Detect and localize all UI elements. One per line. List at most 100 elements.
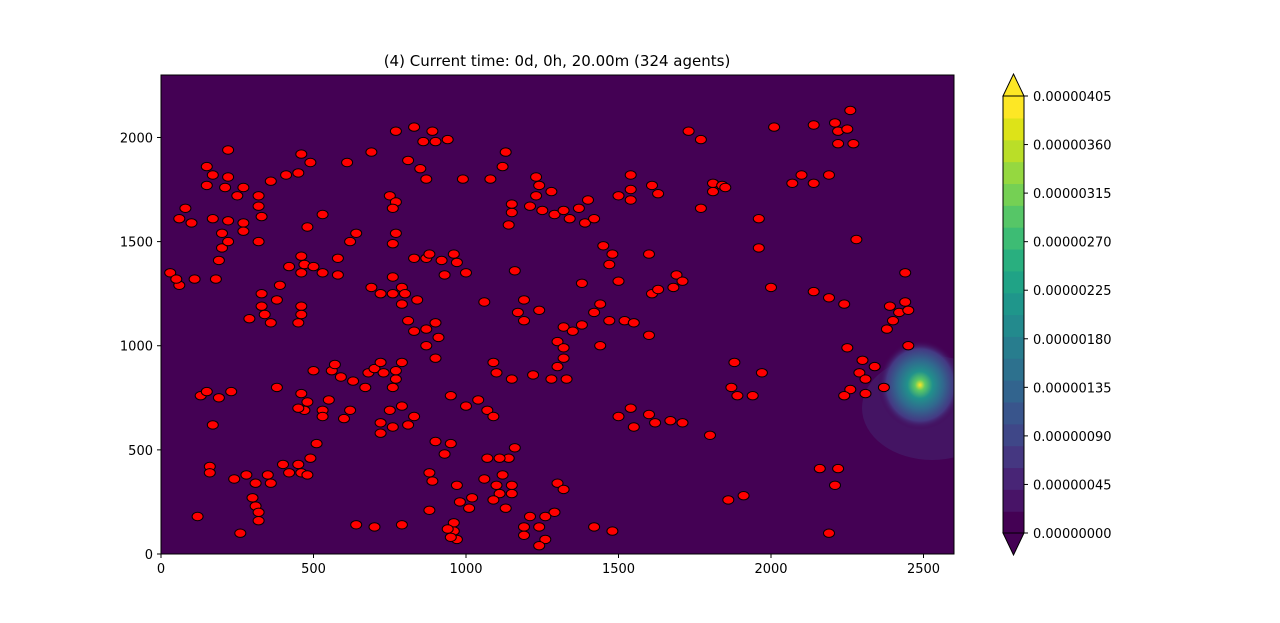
agent-point	[481, 405, 494, 415]
agent-point	[499, 147, 512, 157]
agent-point	[499, 503, 512, 513]
agent-point	[377, 368, 390, 378]
agent-point	[295, 301, 308, 311]
agent-point	[426, 126, 439, 136]
agent-point	[627, 422, 640, 432]
agent-point	[545, 374, 558, 384]
colorbar-tick-label: 0.00000090	[1033, 430, 1112, 445]
agent-point	[222, 145, 235, 155]
agent-point	[694, 203, 707, 214]
agent-point	[264, 478, 277, 488]
agent-point	[225, 386, 238, 397]
colorbar-band	[1003, 139, 1024, 163]
agent-point	[237, 226, 250, 236]
agent-point	[307, 261, 320, 272]
agent-point	[786, 178, 799, 189]
y-axis: 0 500 1000 1500 2000	[120, 131, 161, 563]
plot-frame	[160, 74, 955, 555]
agent-point	[899, 268, 912, 278]
agent-point	[222, 236, 235, 247]
colorbar-band	[1003, 248, 1024, 272]
agent-point	[231, 191, 244, 201]
y-tick-label: 2000	[120, 131, 153, 146]
agent-point	[868, 361, 881, 372]
colorbar-tick-label: 0.00000270	[1033, 236, 1112, 251]
agent-point	[216, 228, 228, 239]
agent-point	[386, 203, 399, 214]
agent-point	[258, 309, 271, 320]
agent-point	[402, 316, 415, 326]
agent-point	[359, 382, 372, 393]
agent-point	[206, 214, 219, 224]
agent-point	[301, 222, 314, 232]
agent-point	[395, 357, 408, 368]
agent-point	[481, 453, 494, 463]
agent-point	[441, 524, 454, 534]
agent-point	[829, 480, 841, 490]
agent-point	[530, 172, 543, 182]
agent-point	[829, 118, 841, 128]
agent-point	[414, 164, 427, 174]
agent-point	[530, 191, 543, 201]
agent-point	[374, 289, 387, 299]
agent-point	[420, 324, 433, 334]
agent-point	[429, 318, 442, 328]
agent-point	[859, 374, 872, 384]
agent-point	[533, 541, 546, 551]
agent-point	[264, 318, 277, 328]
colorbar-tick-label: 0.00000360	[1033, 139, 1112, 154]
agent-point	[823, 528, 835, 538]
agent-point	[252, 507, 265, 517]
agent-point	[588, 307, 601, 318]
agent-point	[420, 341, 433, 351]
agent-point	[386, 422, 399, 432]
agent-point	[832, 139, 845, 149]
agent-point	[453, 497, 466, 507]
agent-point	[316, 268, 329, 278]
agent-point	[880, 324, 893, 334]
colorbar-band	[1003, 401, 1024, 425]
agent-point	[399, 289, 411, 299]
agent-point	[389, 126, 402, 136]
agent-point	[252, 516, 265, 526]
agent-point	[295, 268, 308, 278]
agent-point	[722, 495, 735, 505]
agent-point	[200, 161, 213, 172]
agent-point	[316, 209, 329, 220]
agent-point	[365, 282, 378, 293]
agent-point	[273, 280, 286, 290]
agent-point	[572, 203, 585, 214]
agent-point	[643, 249, 655, 259]
agent-point	[295, 388, 308, 399]
agent-point	[887, 316, 899, 326]
agent-point	[838, 391, 851, 401]
colorbar-tick-label: 0.00000315	[1033, 187, 1112, 202]
agent-point	[612, 411, 625, 422]
agent-point	[594, 341, 607, 351]
agent-point	[460, 401, 472, 411]
colorbar-band	[1003, 445, 1024, 469]
agent-point	[304, 157, 317, 168]
agent-point	[575, 320, 588, 330]
agent-point	[426, 476, 439, 486]
agent-point	[295, 149, 308, 159]
agent-point	[859, 388, 872, 399]
agent-point	[646, 180, 658, 191]
agent-point	[374, 357, 387, 368]
agent-point	[228, 474, 241, 484]
colorbar-ticks: 0.00000000 0.00000045 0.00000090 0.00000135…	[1024, 90, 1112, 542]
colorbar-band	[1003, 511, 1024, 534]
agent-point	[316, 411, 329, 422]
colorbar-extend-max	[1002, 72, 1025, 97]
agent-point	[395, 401, 408, 411]
agent-point	[505, 374, 518, 384]
agent-point	[173, 214, 186, 224]
agent-point	[505, 480, 518, 490]
agent-point	[261, 470, 274, 480]
agent-point	[841, 124, 854, 134]
agent-point	[667, 282, 680, 293]
y-tick-label: 1000	[120, 340, 153, 355]
agent-point	[310, 438, 323, 449]
agent-point	[423, 249, 436, 259]
agent-point	[493, 453, 506, 463]
